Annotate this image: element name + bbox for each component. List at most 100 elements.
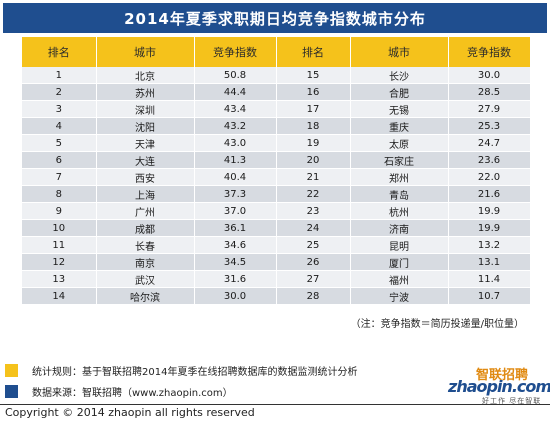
index-cell: 23.6 — [448, 151, 531, 169]
city-cell: 青岛 — [350, 185, 449, 203]
city-cell: 郑州 — [350, 168, 449, 186]
rank-cell: 12 — [22, 253, 97, 271]
index-cell: 40.4 — [194, 168, 277, 186]
rank-cell: 17 — [276, 100, 351, 118]
city-cell: 昆明 — [350, 236, 449, 254]
footer-divider — [0, 404, 550, 405]
table-row: 5 天津 43.0 19 太原 24.7 — [22, 134, 531, 152]
index-cell: 22.0 — [448, 168, 531, 186]
city-cell: 太原 — [350, 134, 449, 152]
rank-cell: 15 — [276, 67, 351, 84]
city-cell: 石家庄 — [350, 151, 449, 169]
column-header-rank: 排名 — [22, 37, 97, 67]
stats-rule-text: 统计规则：基于智联招聘2014年夏季在线招聘数据库的数据监测统计分析 — [32, 366, 358, 378]
index-cell: 10.7 — [448, 287, 531, 305]
index-cell: 13.2 — [448, 236, 531, 254]
rank-cell: 16 — [276, 83, 351, 101]
rank-cell: 10 — [22, 219, 97, 237]
yellow-square-icon — [5, 363, 18, 377]
city-cell: 北京 — [96, 67, 195, 84]
table-row: 4 沈阳 43.2 18 重庆 25.3 — [22, 117, 531, 135]
index-cell: 19.9 — [448, 219, 531, 237]
table-row: 11 长春 34.6 25 昆明 13.2 — [22, 236, 531, 254]
table-row: 13 武汉 31.6 27 福州 11.4 — [22, 270, 531, 288]
rank-cell: 6 — [22, 151, 97, 169]
city-cell: 厦门 — [350, 253, 449, 271]
index-cell: 36.1 — [194, 219, 277, 237]
column-header-rank: 排名 — [276, 37, 351, 67]
rank-cell: 20 — [276, 151, 351, 169]
logo-name-cn: 智联招聘 — [476, 368, 529, 383]
rank-cell: 27 — [276, 270, 351, 288]
index-cell: 30.0 — [194, 287, 277, 305]
table-header-row: 排名 城市 竞争指数 排名 城市 竞争指数 — [22, 37, 531, 67]
city-cell: 南京 — [96, 253, 195, 271]
rank-cell: 14 — [22, 287, 97, 305]
rank-cell: 18 — [276, 117, 351, 135]
index-cell: 34.6 — [194, 236, 277, 254]
table-row: 14 哈尔滨 30.0 28 宁波 10.7 — [22, 287, 531, 305]
city-cell: 合肥 — [350, 83, 449, 101]
index-cell: 25.3 — [448, 117, 531, 135]
table-row: 7 西安 40.4 21 郑州 22.0 — [22, 168, 531, 186]
logo-name-en: zhaopin.com — [448, 377, 550, 396]
city-cell: 长春 — [96, 236, 195, 254]
rank-cell: 4 — [22, 117, 97, 135]
index-cell: 11.4 — [448, 270, 531, 288]
rank-cell: 2 — [22, 83, 97, 101]
page-title: 2014年夏季求职期日均竞争指数城市分布 — [3, 3, 547, 33]
city-cell: 大连 — [96, 151, 195, 169]
city-cell: 深圳 — [96, 100, 195, 118]
column-header-index: 竞争指数 — [448, 37, 531, 67]
table-row: 9 广州 37.0 23 杭州 19.9 — [22, 202, 531, 220]
city-cell: 天津 — [96, 134, 195, 152]
city-cell: 西安 — [96, 168, 195, 186]
rank-cell: 25 — [276, 236, 351, 254]
rank-cell: 26 — [276, 253, 351, 271]
data-source-text: 数据来源：智联招聘（www.zhaopin.com） — [32, 387, 233, 399]
table-row: 1 北京 50.8 15 长沙 30.0 — [22, 67, 531, 84]
index-cell: 19.9 — [448, 202, 531, 220]
index-cell: 43.0 — [194, 134, 277, 152]
index-cell: 37.0 — [194, 202, 277, 220]
table-row: 8 上海 37.3 22 青岛 21.6 — [22, 185, 531, 203]
rank-cell: 28 — [276, 287, 351, 305]
table-row: 6 大连 41.3 20 石家庄 23.6 — [22, 151, 531, 169]
rank-cell: 3 — [22, 100, 97, 118]
city-cell: 成都 — [96, 219, 195, 237]
index-cell: 43.2 — [194, 117, 277, 135]
column-header-index: 竞争指数 — [194, 37, 277, 67]
index-cell: 34.5 — [194, 253, 277, 271]
index-cell: 37.3 — [194, 185, 277, 203]
table-row: 3 深圳 43.4 17 无锡 27.9 — [22, 100, 531, 118]
index-cell: 30.0 — [448, 67, 531, 84]
table-note: （注：竞争指数＝简历投递量/职位量） — [350, 319, 524, 330]
column-header-city: 城市 — [350, 37, 449, 67]
index-cell: 21.6 — [448, 185, 531, 203]
zhaopin-logo: 智联招聘 zhaopin.com 好工作 尽在智联 — [448, 364, 550, 405]
index-cell: 50.8 — [194, 67, 277, 84]
rank-cell: 19 — [276, 134, 351, 152]
city-cell: 重庆 — [350, 117, 449, 135]
rank-cell: 8 — [22, 185, 97, 203]
rank-cell: 23 — [276, 202, 351, 220]
column-header-city: 城市 — [96, 37, 195, 67]
city-cell: 宁波 — [350, 287, 449, 305]
index-cell: 24.7 — [448, 134, 531, 152]
data-source-row: 数据来源：智联招聘（www.zhaopin.com） — [5, 383, 445, 399]
rank-cell: 5 — [22, 134, 97, 152]
blue-square-icon — [5, 384, 18, 398]
rank-cell: 9 — [22, 202, 97, 220]
index-cell: 31.6 — [194, 270, 277, 288]
logo-slogan: 好工作 尽在智联 — [482, 397, 542, 405]
city-cell: 广州 — [96, 202, 195, 220]
rank-cell: 22 — [276, 185, 351, 203]
city-cell: 苏州 — [96, 83, 195, 101]
index-cell: 41.3 — [194, 151, 277, 169]
city-cell: 哈尔滨 — [96, 287, 195, 305]
city-cell: 无锡 — [350, 100, 449, 118]
rank-cell: 1 — [22, 67, 97, 84]
rank-cell: 7 — [22, 168, 97, 186]
rank-cell: 24 — [276, 219, 351, 237]
rank-cell: 13 — [22, 270, 97, 288]
